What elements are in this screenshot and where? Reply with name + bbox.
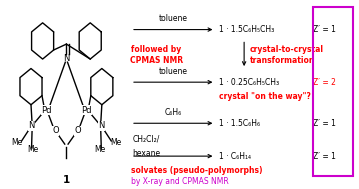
- Text: crystal-to-crystal
transformation: crystal-to-crystal transformation: [250, 45, 323, 65]
- Text: CH₂Cl₂/: CH₂Cl₂/: [133, 135, 160, 144]
- Text: 1 · 1.5C₆H₅CH₃: 1 · 1.5C₆H₅CH₃: [219, 25, 274, 34]
- Text: toluene: toluene: [159, 67, 188, 76]
- Text: 1 · 1.5C₆H₆: 1 · 1.5C₆H₆: [219, 119, 260, 128]
- Text: Z′ = 2: Z′ = 2: [313, 78, 336, 87]
- Text: Z′ = 1: Z′ = 1: [313, 152, 336, 161]
- Text: N: N: [98, 122, 104, 130]
- Text: followed by
CPMAS NMR: followed by CPMAS NMR: [130, 45, 183, 65]
- Text: Z′ = 1: Z′ = 1: [313, 25, 336, 34]
- Text: Me: Me: [11, 138, 23, 147]
- Text: O: O: [52, 126, 59, 135]
- Text: Me: Me: [27, 145, 38, 154]
- Text: O: O: [74, 126, 81, 135]
- Text: crystal "on the way"?: crystal "on the way"?: [219, 92, 311, 101]
- Text: Me: Me: [110, 138, 121, 147]
- Text: 1: 1: [63, 175, 70, 184]
- Text: Z′ = 1: Z′ = 1: [313, 119, 336, 128]
- Text: toluene: toluene: [159, 14, 188, 23]
- Text: Pd: Pd: [41, 106, 52, 115]
- Text: 1 · 0.25C₆H₅CH₃: 1 · 0.25C₆H₅CH₃: [219, 78, 279, 87]
- Bar: [313, 7, 353, 176]
- Text: N: N: [63, 54, 70, 63]
- Text: solvates (pseudo-polymorphs): solvates (pseudo-polymorphs): [131, 167, 262, 175]
- Text: hexane: hexane: [132, 149, 160, 158]
- Text: 1 · C₆H₁₄: 1 · C₆H₁₄: [219, 152, 251, 161]
- Text: C₆H₆: C₆H₆: [164, 108, 182, 117]
- Text: Me: Me: [94, 145, 106, 154]
- Text: by X-ray and CPMAS NMR: by X-ray and CPMAS NMR: [131, 177, 229, 186]
- Text: Pd: Pd: [81, 106, 92, 115]
- Text: N: N: [28, 122, 35, 130]
